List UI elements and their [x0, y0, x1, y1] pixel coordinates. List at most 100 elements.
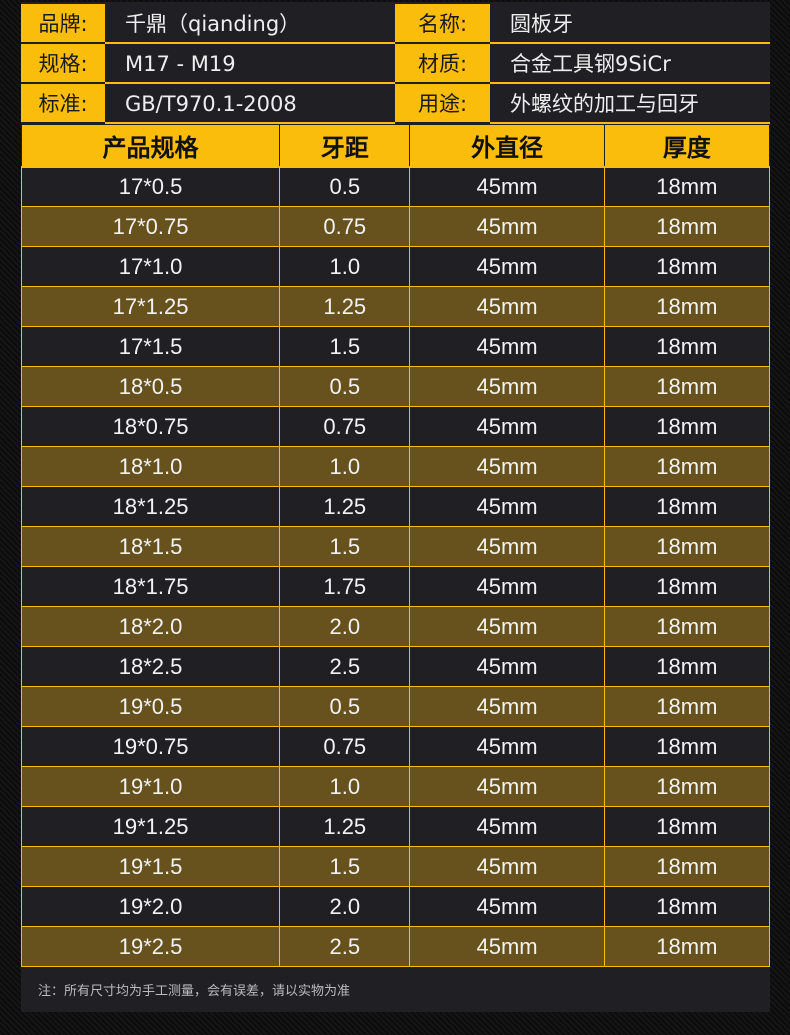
table-row: 17*0.75 0.75 45mm 18mm — [20, 206, 771, 247]
table-cell: 1.0 — [279, 766, 411, 807]
table-row: 18*1.75 1.75 45mm 18mm — [20, 566, 771, 607]
table-row: 19*2.5 2.5 45mm 18mm — [20, 926, 771, 967]
table-cell: 18mm — [603, 446, 771, 487]
table-cell: 0.75 — [279, 206, 411, 247]
table-cell: 0.5 — [279, 366, 411, 407]
table-cell: 18*1.25 — [20, 486, 281, 527]
note-text: 注：所有尺寸均为手工测量，会有误差，请以实物为准 — [38, 984, 351, 999]
table-cell: 17*0.75 — [20, 206, 281, 247]
table-row: 19*2.0 2.0 45mm 18mm — [20, 886, 771, 927]
table-cell: 19*1.0 — [20, 766, 281, 807]
column-header: 产品规格 — [20, 124, 281, 168]
table-cell: 17*0.5 — [20, 166, 281, 207]
table-cell: 0.75 — [279, 726, 411, 767]
table-cell: 18mm — [603, 486, 771, 527]
spec-panel: 品牌: 千鼎（qianding） 名称: 圆板牙 规格: M17 - M19 材质: 合金工具… — [20, 2, 771, 1012]
table-cell: 0.5 — [279, 166, 411, 207]
table-cell: 19*1.5 — [20, 846, 281, 887]
table-cell: 1.25 — [279, 486, 411, 527]
table-cell: 18*2.5 — [20, 646, 281, 687]
table-cell: 17*1.0 — [20, 246, 281, 287]
info-row: 规格: M17 - M19 材质: 合金工具钢9SiCr — [21, 44, 770, 84]
table-cell: 1.5 — [279, 846, 411, 887]
table-cell: 18mm — [603, 526, 771, 567]
table-row: 18*2.0 2.0 45mm 18mm — [20, 606, 771, 647]
table-row: 17*1.5 1.5 45mm 18mm — [20, 326, 771, 367]
table-cell: 45mm — [409, 646, 605, 687]
table-cell: 19*2.5 — [20, 926, 281, 967]
table-cell: 2.5 — [279, 926, 411, 967]
table-row: 18*1.25 1.25 45mm 18mm — [20, 486, 771, 527]
info-label: 品牌: — [21, 4, 105, 44]
table-cell: 18mm — [603, 606, 771, 647]
table-cell: 18mm — [603, 686, 771, 727]
table-cell: 1.5 — [279, 326, 411, 367]
table-cell: 19*0.75 — [20, 726, 281, 767]
info-value2: 外螺纹的加工与回牙 — [490, 84, 770, 124]
table-cell: 45mm — [409, 406, 605, 447]
table-cell: 1.0 — [279, 246, 411, 287]
info-value: GB/T970.1-2008 — [105, 84, 395, 124]
table-cell: 18*1.5 — [20, 526, 281, 567]
table-cell: 1.75 — [279, 566, 411, 607]
table-row: 17*1.25 1.25 45mm 18mm — [20, 286, 771, 327]
info-row: 品牌: 千鼎（qianding） 名称: 圆板牙 — [21, 4, 770, 44]
table-row: 17*1.0 1.0 45mm 18mm — [20, 246, 771, 287]
info-label2: 材质: — [395, 44, 490, 84]
table-cell: 45mm — [409, 166, 605, 207]
table-cell: 18*2.0 — [20, 606, 281, 647]
info-label: 规格: — [21, 44, 105, 84]
table-row: 18*1.0 1.0 45mm 18mm — [20, 446, 771, 487]
table-header: 产品规格 牙距 外直径 厚度 — [20, 124, 771, 168]
table-cell: 18*0.5 — [20, 366, 281, 407]
table-cell: 18mm — [603, 206, 771, 247]
table-cell: 1.5 — [279, 526, 411, 567]
table-cell: 45mm — [409, 326, 605, 367]
table-cell: 1.25 — [279, 806, 411, 847]
table-cell: 18mm — [603, 726, 771, 767]
table-cell: 17*1.25 — [20, 286, 281, 327]
info-row: 标准: GB/T970.1-2008 用途: 外螺纹的加工与回牙 — [21, 84, 770, 124]
table-cell: 18mm — [603, 326, 771, 367]
table-cell: 45mm — [409, 806, 605, 847]
table-cell: 45mm — [409, 886, 605, 927]
table-cell: 45mm — [409, 726, 605, 767]
table-cell: 45mm — [409, 286, 605, 327]
table-row: 19*0.75 0.75 45mm 18mm — [20, 726, 771, 767]
table-cell: 18mm — [603, 886, 771, 927]
table-row: 19*1.5 1.5 45mm 18mm — [20, 846, 771, 887]
info-value: 千鼎（qianding） — [105, 4, 395, 44]
table-cell: 45mm — [409, 526, 605, 567]
table-row: 19*1.0 1.0 45mm 18mm — [20, 766, 771, 807]
table-row: 18*1.5 1.5 45mm 18mm — [20, 526, 771, 567]
info-label2: 名称: — [395, 4, 490, 44]
table-cell: 45mm — [409, 206, 605, 247]
table-cell: 19*0.5 — [20, 686, 281, 727]
table-cell: 2.0 — [279, 606, 411, 647]
spec-table: 产品规格 牙距 外直径 厚度 17*0.5 0.5 45mm 18mm 17*0.75 0.75… — [20, 124, 771, 967]
table-cell: 18mm — [603, 366, 771, 407]
column-header: 外直径 — [409, 124, 605, 168]
table-cell: 19*2.0 — [20, 886, 281, 927]
table-cell: 2.0 — [279, 886, 411, 927]
column-header: 厚度 — [603, 124, 771, 168]
table-cell: 45mm — [409, 246, 605, 287]
table-cell: 45mm — [409, 766, 605, 807]
table-cell: 18mm — [603, 566, 771, 607]
table-row: 19*0.5 0.5 45mm 18mm — [20, 686, 771, 727]
info-label: 标准: — [21, 84, 105, 124]
info-value: M17 - M19 — [105, 44, 395, 84]
table-row: 18*0.5 0.5 45mm 18mm — [20, 366, 771, 407]
info-label2: 用途: — [395, 84, 490, 124]
table-cell: 45mm — [409, 926, 605, 967]
table-cell: 45mm — [409, 366, 605, 407]
table-cell: 45mm — [409, 486, 605, 527]
table-cell: 18*0.75 — [20, 406, 281, 447]
table-row: 17*0.5 0.5 45mm 18mm — [20, 166, 771, 207]
table-cell: 1.25 — [279, 286, 411, 327]
table-cell: 45mm — [409, 846, 605, 887]
table-cell: 18*1.0 — [20, 446, 281, 487]
table-cell: 18mm — [603, 406, 771, 447]
table-cell: 18mm — [603, 926, 771, 967]
table-cell: 18*1.75 — [20, 566, 281, 607]
